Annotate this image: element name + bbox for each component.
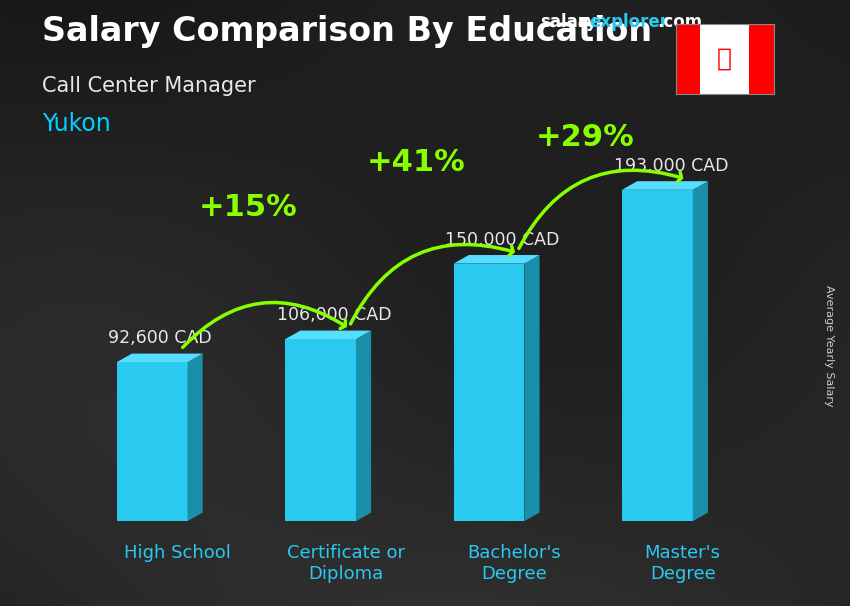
Text: Bachelor's
Degree: Bachelor's Degree <box>468 544 561 582</box>
Text: 106,000 CAD: 106,000 CAD <box>277 307 391 324</box>
Polygon shape <box>622 181 708 190</box>
Polygon shape <box>454 255 540 264</box>
Text: Salary Comparison By Education: Salary Comparison By Education <box>42 15 653 48</box>
Polygon shape <box>749 24 774 94</box>
Text: 🍁: 🍁 <box>717 47 732 71</box>
Polygon shape <box>454 264 524 521</box>
Text: +15%: +15% <box>199 193 298 222</box>
Polygon shape <box>693 181 708 521</box>
Text: +41%: +41% <box>367 148 466 177</box>
Text: salary: salary <box>540 13 597 32</box>
Text: 92,600 CAD: 92,600 CAD <box>108 330 212 347</box>
Polygon shape <box>286 339 356 521</box>
Text: Call Center Manager: Call Center Manager <box>42 76 256 96</box>
Polygon shape <box>356 331 371 521</box>
Polygon shape <box>116 353 202 362</box>
Text: explorer: explorer <box>589 13 668 32</box>
Polygon shape <box>676 24 774 94</box>
Text: .com: .com <box>657 13 702 32</box>
Text: 150,000 CAD: 150,000 CAD <box>445 231 559 249</box>
Text: High School: High School <box>124 544 231 562</box>
Text: Master's
Degree: Master's Degree <box>644 544 721 582</box>
Text: Average Yearly Salary: Average Yearly Salary <box>824 285 834 406</box>
Polygon shape <box>676 24 700 94</box>
Polygon shape <box>622 190 693 521</box>
Polygon shape <box>116 362 188 521</box>
Text: +29%: +29% <box>536 124 634 153</box>
Text: 193,000 CAD: 193,000 CAD <box>614 157 728 175</box>
Polygon shape <box>286 331 371 339</box>
Text: Yukon: Yukon <box>42 112 111 136</box>
Polygon shape <box>188 353 202 521</box>
Polygon shape <box>524 255 540 521</box>
Text: Certificate or
Diploma: Certificate or Diploma <box>286 544 405 582</box>
